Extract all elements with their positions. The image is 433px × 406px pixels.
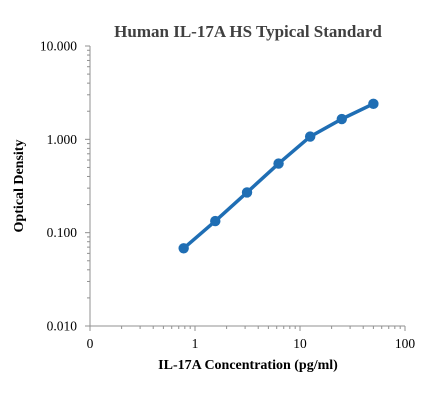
data-point	[304, 131, 316, 142]
y-tick-label: 10.000	[40, 39, 77, 54]
data-point	[210, 215, 221, 227]
y-axis-label: Optical Density	[12, 140, 27, 233]
chart-title: Human IL-17A HS Typical Standard	[114, 22, 382, 41]
x-axis-label: IL-17A Concentration (pg/ml)	[158, 358, 338, 373]
x-tick-label: 100	[395, 336, 416, 351]
x-tick-label: 0	[87, 336, 94, 351]
axis-tick-labels: 0.010 0.100 1.000 10.000 0 1 10 100	[40, 39, 416, 352]
y-tick-label: 0.100	[47, 225, 78, 240]
data-point	[273, 158, 284, 169]
data-point	[368, 98, 379, 110]
series-line	[182, 102, 375, 250]
data-point	[336, 113, 347, 125]
data-point	[241, 187, 253, 198]
plot-area: 0.010 0.100 1.000 10.000 0 1 10 100	[40, 39, 416, 352]
data-series	[178, 98, 379, 254]
y-tick-label: 1.000	[47, 132, 78, 147]
axis-ticks	[85, 45, 406, 331]
x-tick-label: 1	[192, 336, 199, 351]
y-tick-label: 0.010	[47, 319, 78, 334]
data-point	[178, 243, 189, 254]
x-tick-label: 10	[293, 336, 307, 351]
